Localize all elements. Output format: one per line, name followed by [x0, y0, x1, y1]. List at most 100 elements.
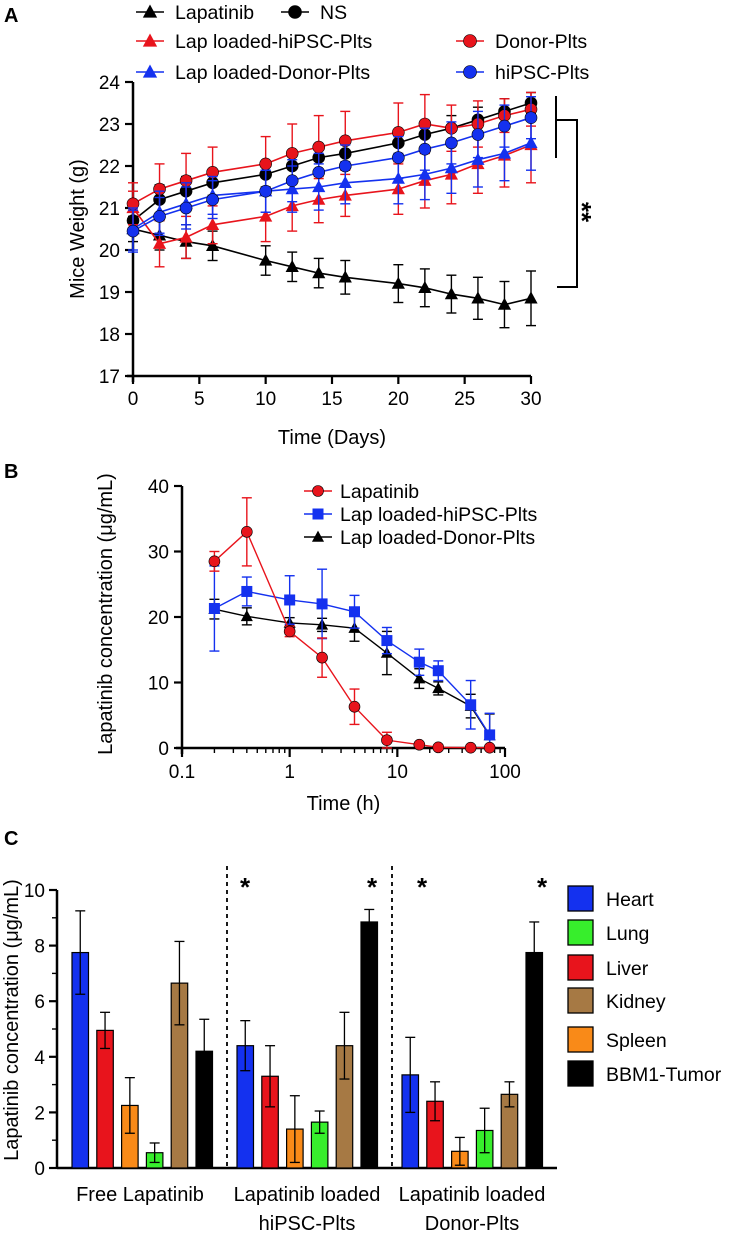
b-x-tick-label: 0.1 [169, 762, 195, 783]
b-legend-marker [312, 485, 324, 497]
a-data-point [524, 111, 538, 124]
a-data-point [524, 291, 538, 304]
a-series-line [132, 116, 532, 232]
b-data-point [348, 606, 360, 618]
b-data-point [316, 651, 328, 664]
b-series-line [214, 590, 491, 736]
a-y-tick-label: 18 [99, 325, 120, 346]
c-group-label: hiPSC-Plts [259, 1213, 356, 1235]
a-data-point [312, 166, 326, 179]
b-series-2 [208, 598, 496, 749]
c-legend-label: Liver [606, 958, 649, 980]
a-data-point [338, 159, 352, 173]
a-series-0 [126, 215, 538, 329]
a-y-tick-label: 17 [99, 367, 120, 388]
b-series-0 [208, 497, 496, 754]
c-group-label: Lapatinib loaded [399, 1184, 546, 1206]
b-series-1 [208, 565, 496, 749]
b-y-tick-label: 40 [148, 477, 169, 498]
b-y-axis-title: Lapatinib concentration (μg/mL) [95, 473, 117, 755]
a-data-point [444, 287, 458, 300]
panel-a-chart: 17 18 19 20 21 22 23 24 0 5 10 15 20 25 30 Time (Days) M… [67, 2, 597, 449]
b-data-point [465, 699, 477, 711]
a-legend-label: NS [320, 2, 347, 24]
a-data-point [259, 157, 272, 171]
b-y-tick-label: 0 [158, 739, 169, 760]
b-x-tick-label: 1 [284, 762, 295, 783]
c-bar [360, 921, 379, 1169]
a-legend-label: Lap loaded-Donor-Plts [175, 62, 370, 84]
b-data-point [432, 682, 445, 694]
c-bar [525, 951, 544, 1169]
b-y-tick-label: 30 [148, 543, 169, 564]
a-x-tick-label: 30 [520, 389, 541, 410]
a-data-point [152, 236, 167, 249]
panel-a-label: A [4, 5, 18, 27]
c-error-bar [504, 1081, 515, 1108]
a-data-point [179, 201, 193, 215]
a-data-point [497, 146, 512, 159]
a-data-point [444, 161, 458, 174]
a-data-point [285, 174, 299, 187]
a-data-point [206, 238, 220, 251]
a-data-point [179, 230, 193, 243]
a-y-tick-label: 22 [99, 157, 120, 178]
panel-c-label: C [4, 828, 18, 850]
c-legend-swatch [567, 1026, 594, 1053]
a-x-tick-label: 5 [194, 389, 205, 410]
a-legend-marker [142, 4, 158, 18]
a-bracket-outer [557, 119, 578, 288]
c-significance-star: * [367, 872, 378, 902]
b-data-point [208, 555, 221, 568]
b-data-point [241, 585, 253, 597]
a-data-point [392, 151, 405, 164]
c-error-bar [529, 921, 540, 984]
b-data-point [464, 741, 477, 754]
c-group-0 [71, 910, 214, 1169]
a-data-point [312, 140, 326, 154]
c-y-tick-label: 8 [34, 937, 45, 958]
c-error-bar [364, 908, 375, 936]
c-y-tick-label: 6 [34, 992, 45, 1013]
c-legend-label: Kidney [606, 991, 666, 1013]
c-legend-swatch [567, 919, 594, 946]
a-x-tick-label: 20 [388, 389, 409, 410]
c-error-bar [100, 1011, 111, 1050]
b-data-point [381, 734, 393, 746]
b-data-point [432, 741, 445, 754]
c-legend-label: BBM1-Tumor [606, 1064, 722, 1086]
a-x-tick-label: 25 [454, 389, 475, 410]
b-legend-label: Lap loaded-hiPSC-Plts [340, 504, 538, 526]
a-legend-marker [142, 64, 158, 78]
a-data-point [471, 291, 485, 304]
a-data-point [391, 276, 405, 289]
c-significance-star: * [417, 872, 428, 902]
a-data-point [153, 210, 166, 223]
b-data-point [413, 656, 425, 668]
c-group-label: Donor-Plts [425, 1213, 519, 1235]
c-error-bar [314, 1110, 325, 1134]
a-series-line [132, 144, 532, 245]
a-data-point [418, 142, 432, 156]
c-y-tick-label: 2 [34, 1103, 45, 1124]
a-y-tick-label: 21 [99, 199, 120, 220]
b-series-line [214, 608, 491, 736]
c-group-2 [401, 921, 544, 1169]
a-y-tick-label: 23 [99, 115, 120, 136]
a-data-point [259, 209, 273, 222]
b-y-tick-label: 10 [148, 674, 169, 695]
a-significance-label: ** [567, 202, 597, 223]
b-y-tick-label: 20 [148, 608, 169, 629]
c-significance-star: * [537, 872, 548, 902]
c-legend-swatch [567, 1060, 594, 1087]
c-legend-label: Lung [606, 923, 649, 945]
a-data-point [445, 136, 458, 150]
a-data-point [418, 167, 432, 180]
a-series-line [132, 228, 532, 306]
c-error-bar [174, 940, 185, 1026]
c-significance-star: * [240, 872, 251, 902]
a-y-tick-label: 20 [99, 241, 120, 262]
c-error-bar [240, 1020, 251, 1072]
b-data-point [381, 635, 393, 647]
